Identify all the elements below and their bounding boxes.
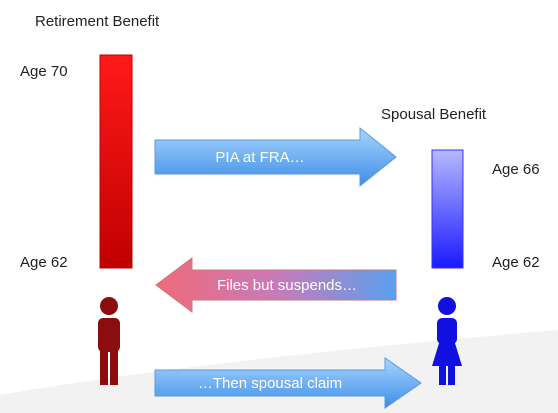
arrow-right (154, 126, 397, 188)
arrow-label: Files but suspends… (217, 277, 357, 294)
female-figure (432, 297, 462, 385)
right-top-label: Age 66 (492, 161, 540, 178)
left-bottom-label: Age 62 (20, 254, 68, 271)
arrow-right (154, 357, 422, 409)
right-bottom-label: Age 62 (492, 254, 540, 271)
arrow-label: PIA at FRA… (215, 149, 304, 166)
left-title: Retirement Benefit (35, 13, 160, 30)
left-top-label: Age 70 (20, 63, 68, 80)
arrow-label: …Then spousal claim (198, 375, 342, 392)
spousal-bar (431, 149, 464, 269)
right-title: Spousal Benefit (381, 106, 487, 123)
male-figure (98, 297, 120, 385)
retirement-bar (99, 54, 133, 269)
arrow-left (155, 257, 397, 313)
